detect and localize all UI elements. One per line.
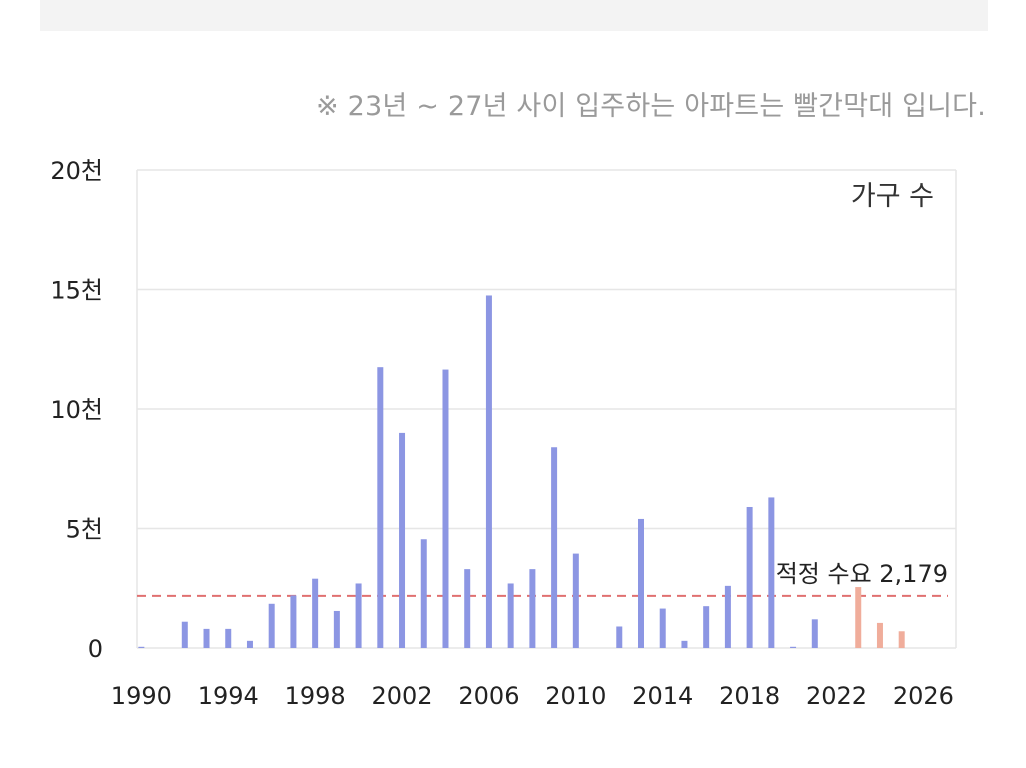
- bar-2003: [420, 539, 427, 648]
- bar-2024: [876, 622, 883, 648]
- bar-1995: [246, 640, 253, 648]
- x-tick-label: 1994: [198, 682, 259, 710]
- grid-layer: [136, 169, 957, 649]
- bar-2019: [768, 497, 775, 648]
- x-tick-label: 2010: [545, 682, 606, 710]
- x-tick-label: 2018: [719, 682, 780, 710]
- x-tick-label: 2026: [893, 682, 954, 710]
- x-tick-label: 2014: [632, 682, 693, 710]
- bar-2020: [790, 646, 797, 648]
- bar-2014: [659, 608, 666, 648]
- top-band: [40, 0, 988, 31]
- bar-1994: [225, 628, 232, 648]
- bar-2007: [507, 583, 514, 648]
- bar-layer: [138, 295, 905, 648]
- bar-2025: [898, 631, 905, 648]
- bar-2005: [464, 569, 471, 648]
- y-tick-label: 15천: [50, 277, 103, 305]
- y-tick-label: 5천: [66, 516, 103, 544]
- bar-2009: [551, 447, 558, 648]
- bar-1993: [203, 628, 210, 648]
- x-tick-label: 2006: [458, 682, 519, 710]
- y-tick-label: 0: [88, 635, 103, 663]
- bar-2016: [703, 606, 710, 648]
- bar-1998: [312, 578, 319, 648]
- bar-1997: [290, 595, 297, 648]
- bar-2012: [616, 626, 623, 648]
- bar-1990: [138, 646, 145, 648]
- x-tick-label: 2022: [806, 682, 867, 710]
- y-tick-label: 10천: [50, 396, 103, 424]
- x-tick-label: 1998: [285, 682, 346, 710]
- bar-2017: [724, 585, 731, 648]
- bar-2006: [485, 295, 492, 648]
- bar-2008: [529, 569, 536, 648]
- bar-1992: [181, 621, 188, 648]
- chart-note: ※ 23년 ~ 27년 사이 입주하는 아파트는 빨간막대 입니다.: [316, 91, 986, 122]
- bar-2002: [399, 432, 406, 648]
- reference-line-label: 적정 수요 2,179: [776, 560, 948, 588]
- bar-2013: [638, 518, 644, 648]
- bar-2010: [572, 553, 579, 648]
- bar-2004: [442, 369, 449, 648]
- bar-2015: [681, 640, 688, 648]
- bar-1999: [333, 610, 340, 648]
- x-tick-label: 1990: [111, 682, 172, 710]
- legend-label: 가구 수: [851, 181, 934, 212]
- bar-1996: [268, 603, 275, 648]
- bar-2001: [377, 367, 384, 648]
- bar-2018: [746, 506, 753, 648]
- bar-2023: [855, 587, 862, 648]
- axis-layer: 0 5천 10천 15천 20천 1990 1994 1998 2002 2006 2010 2014…: [50, 157, 954, 710]
- bar-2021: [811, 619, 818, 648]
- y-tick-label: 20천: [50, 157, 103, 185]
- x-tick-label: 2002: [371, 682, 432, 710]
- bar-2000: [355, 583, 362, 648]
